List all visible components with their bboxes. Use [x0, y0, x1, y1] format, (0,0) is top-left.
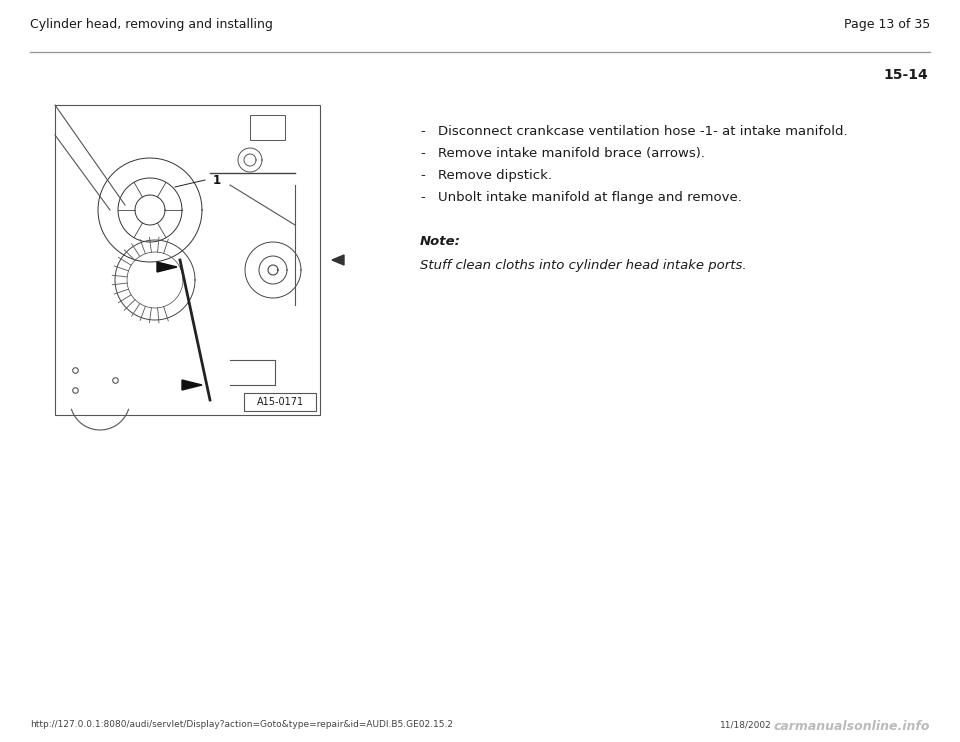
Polygon shape: [332, 255, 344, 265]
Text: -: -: [420, 191, 424, 204]
Text: Remove intake manifold brace (arrows).: Remove intake manifold brace (arrows).: [438, 147, 705, 160]
Text: Page 13 of 35: Page 13 of 35: [844, 18, 930, 31]
Text: -: -: [420, 169, 424, 182]
Text: -: -: [420, 125, 424, 138]
Text: A15-0171: A15-0171: [256, 397, 303, 407]
Text: Disconnect crankcase ventilation hose -1- at intake manifold.: Disconnect crankcase ventilation hose -1…: [438, 125, 848, 138]
Text: Remove dipstick.: Remove dipstick.: [438, 169, 552, 182]
Text: -: -: [420, 147, 424, 160]
Bar: [55, 105, 320, 415]
Text: Note:: Note:: [420, 235, 461, 248]
Text: Cylinder head, removing and installing: Cylinder head, removing and installing: [30, 18, 273, 31]
Text: 1: 1: [213, 174, 221, 186]
Text: carmanualsonline.info: carmanualsonline.info: [774, 720, 930, 733]
Bar: [244, 393, 316, 411]
Polygon shape: [182, 380, 202, 390]
Polygon shape: [157, 262, 177, 272]
Text: http://127.0.0.1:8080/audi/servlet/Display?action=Goto&type=repair&id=AUDI.B5.GE: http://127.0.0.1:8080/audi/servlet/Displ…: [30, 720, 453, 729]
Text: Unbolt intake manifold at flange and remove.: Unbolt intake manifold at flange and rem…: [438, 191, 742, 204]
Text: 11/18/2002: 11/18/2002: [720, 720, 772, 729]
Text: 15-14: 15-14: [883, 68, 928, 82]
Text: Stuff clean cloths into cylinder head intake ports.: Stuff clean cloths into cylinder head in…: [420, 259, 747, 272]
Bar: [250, 115, 285, 140]
